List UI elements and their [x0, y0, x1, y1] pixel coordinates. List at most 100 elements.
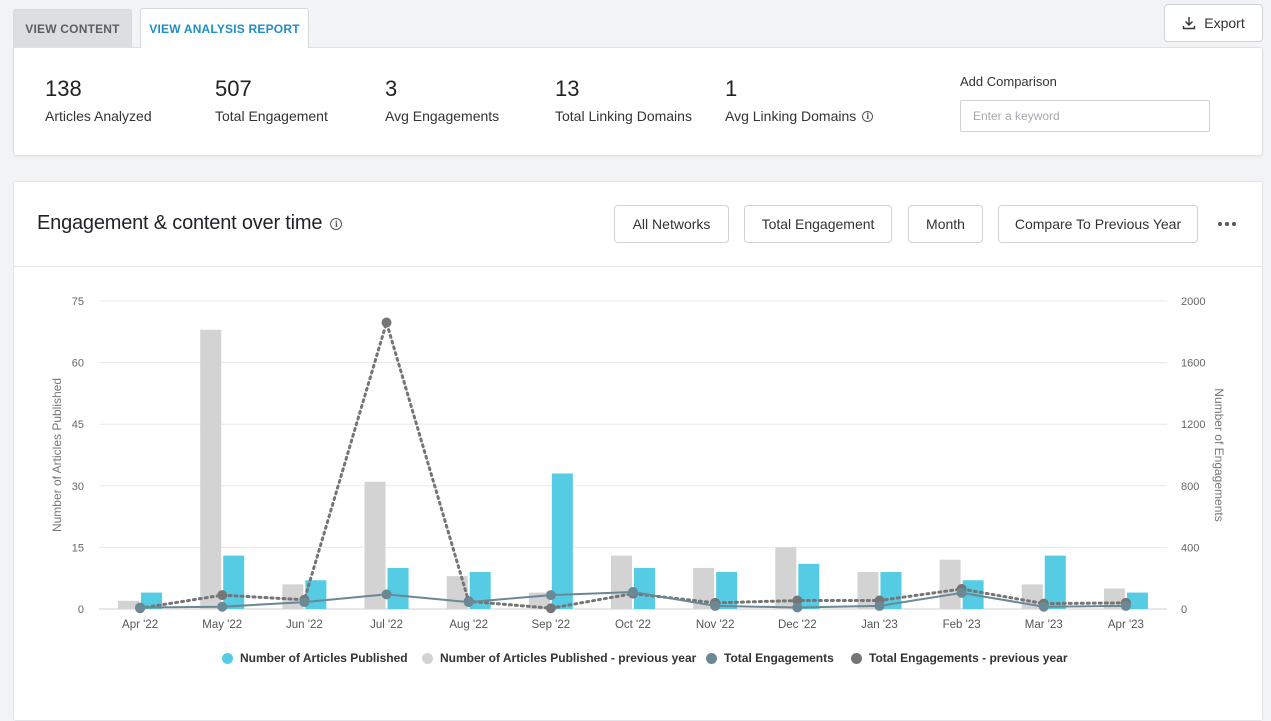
stat-total-engagement: 507 Total Engagement: [215, 76, 328, 124]
bar-previous-year: [118, 600, 140, 609]
x-tick-label: Nov '22: [696, 619, 735, 631]
y-tick-label: 75: [72, 296, 84, 308]
bar-previous-year: [200, 329, 222, 609]
engagement-chart: 0 15 30 45 60 75 0 400 800 1200 1600 2000 Number of …: [50, 296, 1226, 631]
stat-value: 1: [725, 76, 738, 101]
bar-current: [798, 563, 820, 609]
stat-value: 13: [555, 76, 580, 101]
tab-view-content[interactable]: VIEW CONTENT: [13, 9, 132, 47]
engagements-point: [628, 587, 638, 598]
info-icon[interactable]: i: [330, 217, 343, 230]
download-icon: [1183, 17, 1196, 30]
engagements-point: [956, 587, 967, 598]
engagements-point: [1038, 601, 1049, 612]
bar-current: [551, 473, 573, 609]
y-tick-label: 0: [78, 604, 84, 616]
tab-view-analysis-report[interactable]: VIEW ANALYSIS REPORT: [140, 8, 309, 48]
chart-card-header: Engagement & content over time i All Net…: [14, 182, 1262, 267]
bar-previous-year: [611, 555, 632, 609]
bar-current: [1044, 555, 1066, 609]
all-networks-button[interactable]: All Networks: [614, 205, 729, 243]
x-tick-label: Jul '22: [370, 619, 403, 631]
engagements-previous-year-point: [545, 603, 556, 614]
summary-panel: 138 Articles Analyzed 507 Total Engageme…: [13, 47, 1263, 156]
stat-articles-analyzed: 138 Articles Analyzed: [45, 76, 152, 124]
comparison-keyword-input[interactable]: [960, 100, 1210, 132]
info-icon[interactable]: i: [862, 110, 874, 122]
engagements-point: [710, 600, 721, 611]
legend-label: Number of Articles Published - previous …: [440, 651, 697, 665]
y-tick-label: 60: [72, 358, 84, 370]
metric-select-button[interactable]: Total Engagement: [744, 205, 892, 243]
stat-label: Articles Analyzed: [45, 108, 152, 124]
legend-label: Number of Articles Published: [240, 651, 408, 665]
bar-previous-year: [939, 559, 961, 609]
x-tick-label: Apr '23: [1108, 619, 1144, 631]
chart-card-title-row: Engagement & content over time i: [37, 212, 343, 235]
engagements-point: [545, 590, 556, 601]
y2-tick-label: 400: [1181, 542, 1199, 554]
compare-previous-year-button[interactable]: Compare To Previous Year: [998, 205, 1198, 243]
x-tick-label: Apr '22: [122, 619, 158, 631]
chart-card-title: Engagement & content over time: [37, 212, 323, 234]
stat-label: Total Linking Domains: [555, 108, 692, 124]
stat-value: 138: [45, 76, 82, 101]
x-tick-label: Mar '23: [1025, 619, 1063, 631]
legend-label: Total Engagements: [724, 651, 834, 665]
stat-avg-engagements: 3 Avg Engagements: [385, 76, 499, 124]
bar-previous-year: [1021, 584, 1043, 609]
y-tick-label: 30: [72, 481, 84, 493]
engagements-point: [135, 602, 146, 613]
stat-label: Total Engagement: [215, 108, 328, 124]
x-tick-label: Aug '22: [449, 619, 488, 631]
bar-current: [1126, 592, 1148, 609]
bar-current: [716, 572, 738, 609]
engagements-point: [1120, 600, 1131, 611]
legend-swatch: [222, 652, 233, 664]
engagements-point: [792, 602, 803, 613]
engagements-point: [217, 601, 228, 612]
y-tick-label: 15: [72, 542, 84, 554]
period-select-button[interactable]: Month: [908, 205, 983, 243]
legend-item[interactable]: Number of Articles Published - previous …: [422, 651, 696, 665]
legend-swatch: [851, 652, 862, 664]
x-tick-label: Sep '22: [532, 619, 571, 631]
more-options-icon[interactable]: [1210, 212, 1244, 236]
legend-swatch: [422, 652, 433, 664]
engagements-previous-year-line: [138, 317, 1128, 610]
stat-total-linking-domains: 13 Total Linking Domains: [555, 76, 692, 124]
y2-tick-label: 0: [1181, 604, 1187, 616]
engagements-point: [299, 597, 310, 608]
y2-tick-label: 1200: [1181, 419, 1205, 431]
engagements-point: [381, 589, 392, 600]
engagements-point: [874, 600, 885, 611]
legend-label: Total Engagements - previous year: [869, 651, 1068, 665]
stat-label: Avg Engagements: [385, 108, 500, 124]
export-label: Export: [1204, 15, 1245, 31]
x-tick-label: Jun '22: [286, 619, 323, 631]
legend-item[interactable]: Total Engagements: [706, 651, 834, 665]
stat-value: 3: [385, 76, 398, 101]
stat-label: Avg Linking Domains: [725, 108, 857, 124]
legend-item[interactable]: Number of Articles Published: [222, 651, 408, 665]
engagements-previous-year-point: [792, 595, 803, 606]
bar-previous-year: [364, 481, 386, 609]
stat-value: 507: [215, 76, 252, 101]
x-tick-label: Feb '23: [943, 619, 981, 631]
bar-current: [387, 567, 409, 609]
y2-tick-label: 800: [1181, 481, 1199, 493]
legend-item[interactable]: Total Engagements - previous year: [851, 651, 1068, 665]
bar-previous-year: [693, 567, 715, 609]
engagements-previous-year-point: [217, 590, 228, 601]
y2-tick-label: 1600: [1181, 358, 1205, 370]
bar-previous-year: [282, 584, 304, 609]
bar-previous-year: [775, 547, 797, 609]
bar-current: [223, 555, 245, 609]
stat-avg-linking-domains: 1 Avg Linking Domains i: [725, 76, 874, 124]
legend-swatch: [706, 652, 717, 664]
engagements-point: [463, 597, 474, 608]
add-comparison-label: Add Comparison: [960, 74, 1057, 89]
export-button[interactable]: Export: [1164, 4, 1263, 42]
x-tick-label: Jan '23: [861, 619, 898, 631]
engagements-previous-year-point: [381, 317, 392, 328]
